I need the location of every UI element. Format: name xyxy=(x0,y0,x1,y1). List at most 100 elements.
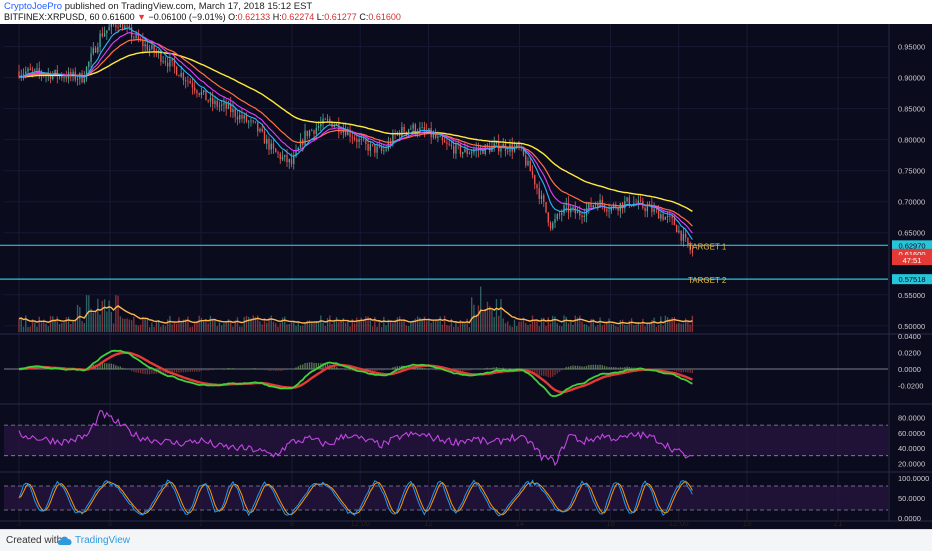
macd-histogram-bar xyxy=(473,369,474,370)
candle-body xyxy=(530,161,531,171)
volume-bar xyxy=(208,323,209,332)
x-tick-label: 3 xyxy=(17,519,22,528)
macd-histogram-bar xyxy=(608,367,609,369)
volume-bar xyxy=(27,327,28,332)
volume-bar xyxy=(665,316,666,332)
volume-bar xyxy=(57,316,58,332)
volume-bar xyxy=(280,323,281,332)
candle-body xyxy=(313,130,314,134)
candle-body xyxy=(467,149,468,154)
author-link[interactable]: CryptoJoePro xyxy=(4,1,62,12)
volume-bar xyxy=(214,319,215,332)
macd-histogram-bar xyxy=(217,369,218,370)
volume-bar xyxy=(187,317,188,332)
macd-histogram-bar xyxy=(575,366,576,369)
volume-bar xyxy=(552,316,553,332)
volume-bar xyxy=(638,322,639,332)
volume-bar xyxy=(165,326,166,332)
candle-body xyxy=(95,48,96,53)
candle-body xyxy=(244,115,245,118)
volume-bar xyxy=(180,323,181,332)
macd-tick-label: -0.0200 xyxy=(898,382,923,391)
volume-bar xyxy=(503,319,504,332)
macd-histogram-bar xyxy=(230,368,231,369)
candle-body xyxy=(561,213,562,215)
candle-body xyxy=(237,117,238,120)
volume-bar xyxy=(410,323,411,332)
volume-bar xyxy=(66,317,67,332)
candle-body xyxy=(563,205,564,213)
macd-histogram-bar xyxy=(674,369,675,371)
volume-bar xyxy=(271,315,272,332)
macd-histogram-bar xyxy=(250,368,251,369)
macd-histogram-bar xyxy=(176,369,177,372)
candle-body xyxy=(228,103,229,108)
candle-body xyxy=(34,69,35,70)
volume-bar xyxy=(59,324,60,332)
volume-bar xyxy=(273,322,274,332)
volume-bar xyxy=(379,321,380,332)
volume-bar xyxy=(446,325,447,332)
candle-body xyxy=(291,159,292,164)
macd-histogram-bar xyxy=(577,366,578,369)
close-label: C: xyxy=(359,12,368,22)
macd-histogram-bar xyxy=(275,369,276,371)
volume-bar xyxy=(178,317,179,332)
stoch-tick-label: 0.0000 xyxy=(898,514,921,523)
volume-bar xyxy=(133,317,134,332)
volume-bar xyxy=(606,323,607,332)
volume-bar xyxy=(30,327,31,332)
down-arrow-icon: ▼ xyxy=(137,12,146,22)
macd-histogram-bar xyxy=(309,362,310,369)
macd-histogram-bar xyxy=(194,369,195,372)
candle-body xyxy=(653,209,654,212)
macd-histogram-bar xyxy=(334,367,335,369)
volume-bar xyxy=(530,324,531,332)
volume-bar xyxy=(588,326,589,332)
volume-bar xyxy=(563,315,564,332)
macd-histogram-bar xyxy=(689,369,690,373)
volume-bar xyxy=(568,323,569,332)
macd-histogram-bar xyxy=(597,365,598,369)
macd-histogram-bar xyxy=(180,369,181,372)
volume-bar xyxy=(644,326,645,332)
candle-body xyxy=(433,134,434,137)
macd-histogram-bar xyxy=(554,369,555,375)
macd-histogram-bar xyxy=(430,369,431,370)
macd-histogram-bar xyxy=(485,368,486,369)
macd-histogram-bar xyxy=(667,369,668,370)
volume-bar xyxy=(426,321,427,332)
candle-body xyxy=(451,145,452,146)
volume-bar xyxy=(151,322,152,332)
volume-bar xyxy=(102,301,103,332)
volume-bar xyxy=(275,323,276,332)
macd-histogram-bar xyxy=(541,369,542,376)
candle-body xyxy=(226,103,227,109)
macd-histogram-bar xyxy=(539,369,540,376)
volume-bar xyxy=(189,327,190,332)
candle-body xyxy=(241,115,242,119)
candle-body xyxy=(208,100,209,101)
macd-histogram-bar xyxy=(115,365,116,369)
price-tick-label: 0.95000 xyxy=(898,43,925,52)
candle-body xyxy=(318,126,319,128)
volume-bar xyxy=(36,327,37,332)
macd-histogram-bar xyxy=(39,368,40,369)
volume-bar xyxy=(48,326,49,332)
volume-bar xyxy=(302,325,303,332)
macd-histogram-bar xyxy=(613,367,614,369)
candle-body xyxy=(559,214,560,215)
candle-body xyxy=(120,24,121,27)
candle-body xyxy=(84,78,85,82)
tradingview-brand[interactable]: TradingView xyxy=(75,535,130,546)
candle-body xyxy=(99,33,100,47)
volume-bar xyxy=(160,327,161,332)
rsi-tick-label: 80.0000 xyxy=(898,413,925,422)
macd-histogram-bar xyxy=(131,369,132,371)
volume-bar xyxy=(126,318,127,332)
candle-body xyxy=(507,151,508,152)
candle-body xyxy=(647,207,648,212)
candle-body xyxy=(147,44,148,50)
macd-histogram-bar xyxy=(381,369,382,370)
